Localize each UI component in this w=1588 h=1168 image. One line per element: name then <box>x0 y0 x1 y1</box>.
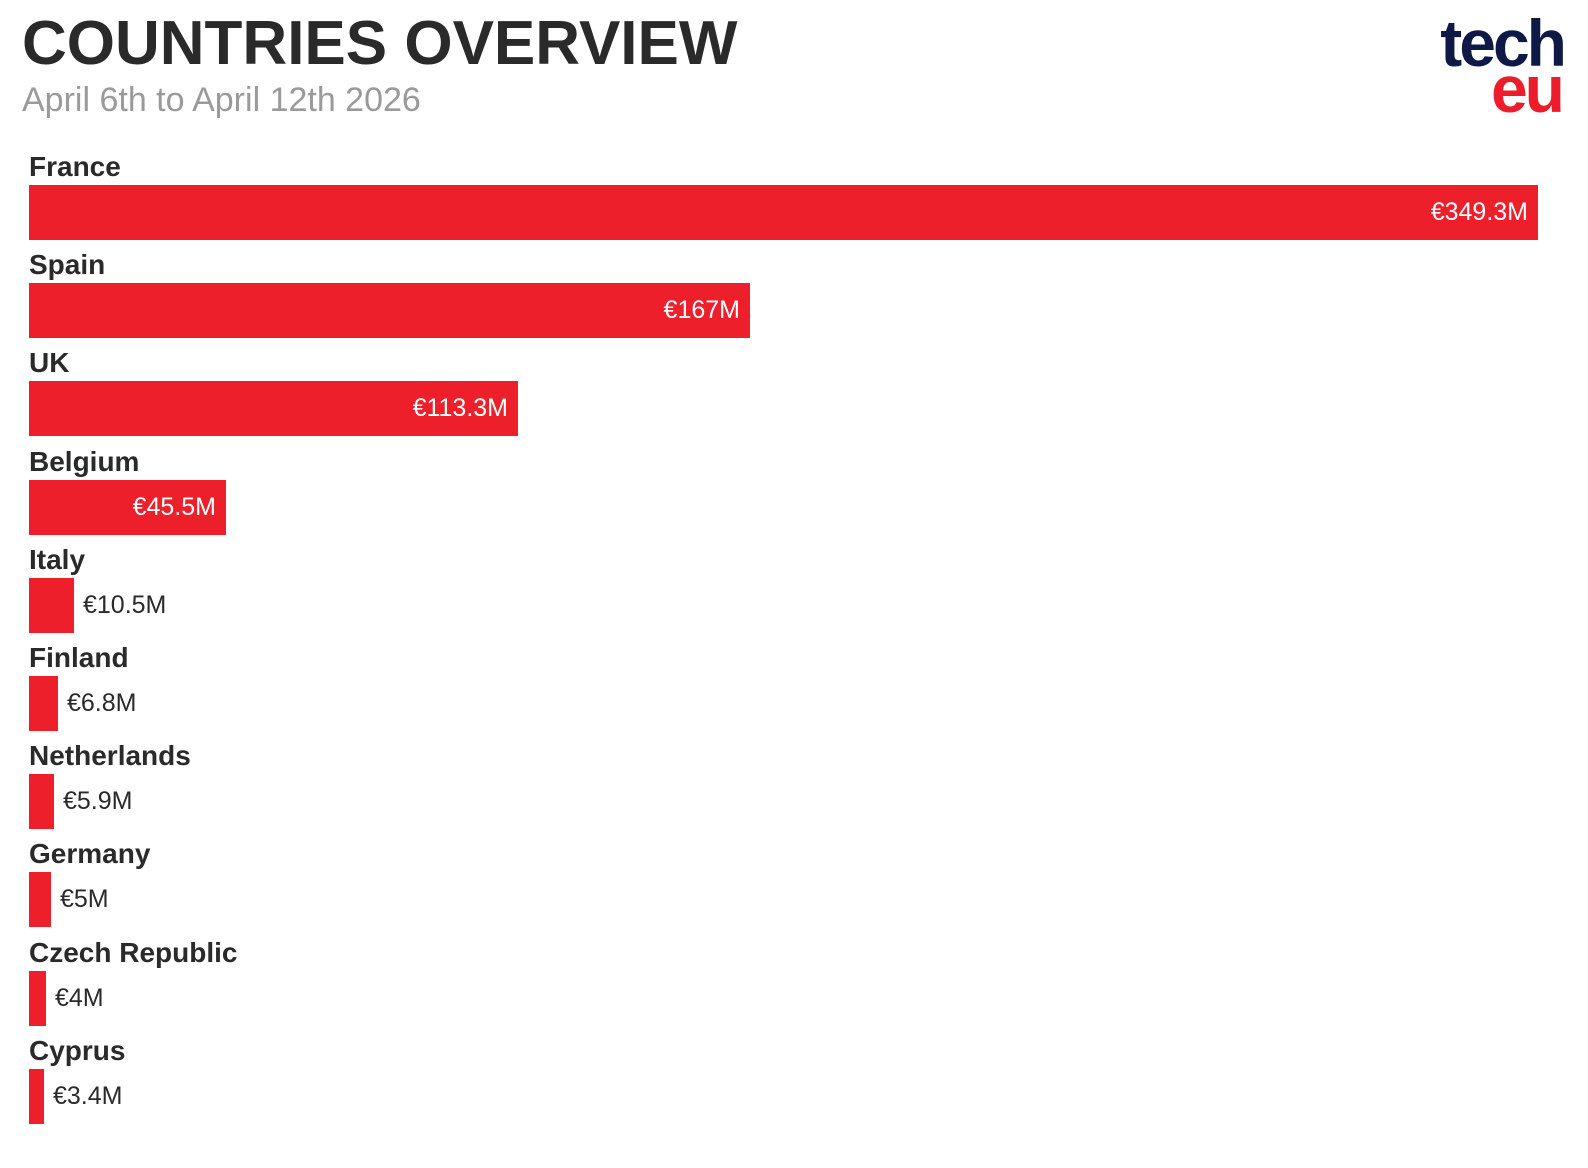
value-label: €5M <box>60 885 109 913</box>
logo-eu-text: eu <box>1490 52 1565 126</box>
brand-logo: tech eu <box>1414 6 1567 126</box>
bar-row: Cyprus €3.4M <box>29 1032 1540 1130</box>
bar-row: Germany €5M <box>29 835 1540 933</box>
category-label: Finland <box>29 642 129 673</box>
bar-row: UK €113.3M <box>29 344 1540 442</box>
bar <box>29 283 750 338</box>
bar <box>29 1069 44 1124</box>
bar-row: Spain €167M <box>29 246 1540 344</box>
category-label: Cyprus <box>29 1035 126 1066</box>
bar-row: Italy €10.5M <box>29 541 1540 639</box>
category-label: Italy <box>29 544 86 575</box>
category-label: Belgium <box>29 446 140 477</box>
bar-chart: France €349.3M Spain €167M UK €113.3M Belgium €… <box>29 148 1540 1138</box>
bar-row: Netherlands €5.9M <box>29 737 1540 835</box>
value-label: €45.5M <box>132 493 216 521</box>
bar-row: Finland €6.8M <box>29 639 1540 737</box>
bar-row: France €349.3M <box>29 148 1540 246</box>
value-label: €167M <box>663 296 740 324</box>
category-label: France <box>29 151 121 182</box>
category-label: Czech Republic <box>29 937 238 968</box>
bar <box>29 676 58 731</box>
value-label: €4M <box>55 984 104 1012</box>
value-label: €6.8M <box>67 689 137 717</box>
bar <box>29 185 1538 240</box>
value-label: €10.5M <box>83 591 167 619</box>
value-label: €5.9M <box>63 787 133 815</box>
bar <box>29 872 51 927</box>
bar <box>29 578 74 633</box>
category-label: Germany <box>29 838 151 869</box>
value-label: €113.3M <box>412 394 508 422</box>
category-label: Netherlands <box>29 740 191 771</box>
bar-row: Czech Republic €4M <box>29 934 1540 1032</box>
bar <box>29 381 518 436</box>
chart-title: COUNTRIES OVERVIEW <box>22 9 738 78</box>
bar <box>29 774 54 829</box>
chart-header: COUNTRIES OVERVIEW April 6th to April 12… <box>22 8 737 120</box>
bar <box>29 480 226 535</box>
value-label: €349.3M <box>1430 198 1528 226</box>
chart-subtitle: April 6th to April 12th 2026 <box>22 81 421 119</box>
category-label: UK <box>29 347 70 378</box>
bar-row: Belgium €45.5M <box>29 443 1540 541</box>
value-label: €3.4M <box>53 1082 123 1110</box>
logo-tech-text: tech <box>1440 6 1567 80</box>
bar <box>29 971 46 1026</box>
category-label: Spain <box>29 249 106 280</box>
